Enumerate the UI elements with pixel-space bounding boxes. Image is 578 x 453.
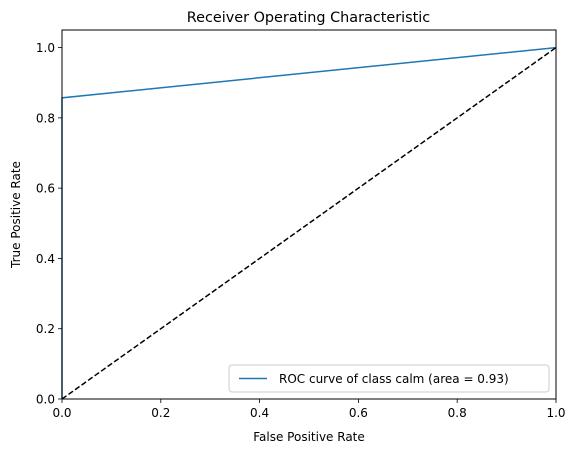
chance-diagonal-line — [61, 46, 557, 400]
x-tick-label: 1.0 — [546, 406, 565, 420]
legend-entry-roc: ROC curve of class calm (area = 0.93) — [279, 372, 509, 386]
y-axis-ticks: 0.0 0.2 0.4 0.6 0.8 1.0 — [36, 41, 62, 407]
y-tick-label: 0.0 — [36, 393, 55, 407]
x-axis-label: False Positive Rate — [253, 430, 365, 444]
x-tick-label: 0.2 — [151, 406, 170, 420]
y-axis-label: True Positive Rate — [9, 161, 23, 269]
x-tick-label: 0.6 — [349, 406, 368, 420]
y-tick-label: 0.4 — [36, 252, 55, 266]
x-tick-label: 0.8 — [448, 406, 467, 420]
y-tick-label: 0.8 — [36, 111, 55, 125]
chart-title: Receiver Operating Characteristic — [187, 10, 431, 26]
y-tick-label: 0.6 — [36, 182, 55, 196]
y-tick-label: 1.0 — [36, 41, 55, 55]
x-axis-ticks: 0.0 0.2 0.4 0.6 0.8 1.0 — [52, 399, 566, 420]
x-tick-label: 0.0 — [52, 406, 71, 420]
y-tick-label: 0.2 — [36, 322, 55, 336]
plot-frame — [61, 29, 557, 400]
x-tick-label: 0.4 — [250, 406, 269, 420]
legend-box — [228, 364, 550, 393]
legend: ROC curve of class calm (area = 0.93) — [228, 364, 550, 393]
